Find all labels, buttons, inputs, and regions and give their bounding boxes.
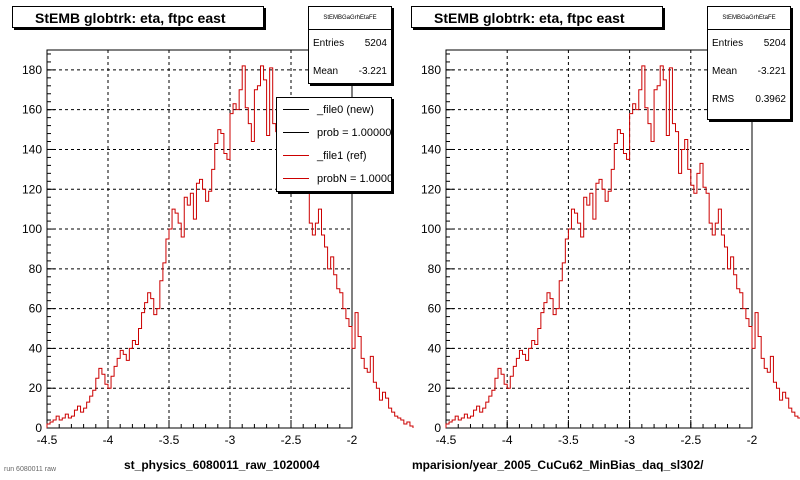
left-stats-row-entries: Entries 5204: [309, 30, 391, 58]
left-stats-box: StEMBGaGrhEtaFE Entries 5204 Mean -3.221: [308, 6, 392, 84]
legend-swatch-file1: [283, 155, 309, 156]
right-y-tick-label: 160: [421, 103, 441, 117]
left-x-tick-label: -4: [103, 433, 114, 447]
right-y-tick-label: 80: [428, 262, 442, 276]
canvas-footer: run 6080011 raw: [4, 466, 57, 473]
right-stats-rms-value: 0.3962: [755, 94, 786, 105]
right-stats-mean-value: -3.221: [757, 66, 786, 77]
legend-entry-probn: probN = 1.000000: [277, 167, 391, 190]
right-x-tick-label: -3: [624, 433, 635, 447]
legend-label-prob: prob = 1.000000: [317, 126, 392, 139]
legend-entry-file1: _file1 (ref): [277, 144, 391, 167]
right-stats-row-entries: Entries 5204: [708, 30, 790, 58]
left-stats-row-mean: Mean -3.221: [309, 58, 391, 86]
left-y-tick-label: 160: [22, 103, 42, 117]
right-stats-rms-label: RMS: [712, 94, 735, 105]
legend-label-file1: _file1 (ref): [317, 149, 367, 162]
right-stats-mean-label: Mean: [712, 66, 738, 77]
left-y-tick-label: 40: [29, 341, 43, 355]
right-y-tick-label: 100: [421, 222, 441, 236]
left-y-tick-label: 100: [22, 222, 42, 236]
right-y-tick-label: 140: [421, 142, 441, 156]
right-stats-name: StEMBGaGrhEtaFE: [708, 7, 790, 30]
right-y-tick-label: 60: [428, 302, 442, 316]
right-x-tick-label: -4.5: [436, 433, 457, 447]
left-legend: _file0 (new) prob = 1.000000 _file1 (ref…: [276, 97, 392, 192]
legend-entry-file0: _file0 (new): [277, 98, 391, 121]
left-plot-title-text: StEMB globtrk: eta, ftpc east: [35, 10, 226, 26]
left-y-tick-label: 140: [22, 142, 42, 156]
left-x-tick-label: -3.5: [159, 433, 180, 447]
left-x-tick-label: -2.5: [281, 433, 302, 447]
legend-swatch-file0: [283, 109, 309, 110]
left-x-tick-label: -4.5: [37, 433, 58, 447]
right-plot-frame: [445, 49, 753, 429]
left-y-tick-label: 20: [29, 381, 43, 395]
right-y-tick-label: 180: [421, 63, 441, 77]
right-y-tick-label: 120: [421, 182, 441, 196]
left-x-axis-title: st_physics_6080011_raw_1020004: [124, 458, 320, 472]
left-x-tick-label: -3: [225, 433, 236, 447]
left-y-tick-label: 80: [29, 262, 43, 276]
left-stats-entries-label: Entries: [313, 38, 345, 49]
left-y-tick-label: 60: [29, 302, 43, 316]
left-y-tick-label: 0: [35, 421, 42, 435]
left-stats-entries-value: 5204: [364, 38, 387, 49]
left-y-tick-label: 120: [22, 182, 42, 196]
right-x-axis-title: mparision/year_2005_CuCu62_MinBias_daq_s…: [412, 458, 704, 472]
left-x-tick-label: -2: [347, 433, 358, 447]
right-x-tick-label: -2: [747, 433, 758, 447]
legend-swatch-prob: [283, 132, 309, 133]
right-x-tick-label: -3.5: [558, 433, 579, 447]
right-y-tick-label: 40: [428, 341, 442, 355]
right-stats-box: StEMBGaGrhEtaFE Entries 5204 Mean -3.221…: [707, 6, 791, 120]
right-stats-entries-value: 5204: [763, 38, 786, 49]
right-histogram-series-line: [445, 65, 800, 428]
right-histogram-plot: -4.5 -4 -3.5 -3 -2.5 -2 0 20 40 60 80 100 120 140 160 1…: [421, 49, 800, 447]
left-plot-title: StEMB globtrk: eta, ftpc east: [12, 6, 264, 28]
right-stats-row-rms: RMS 0.3962: [708, 86, 790, 114]
right-y-tick-label: 20: [428, 381, 442, 395]
legend-label-file0: _file0 (new): [317, 103, 374, 116]
left-stats-mean-value: -3.221: [358, 66, 387, 77]
left-y-tick-label: 180: [22, 63, 42, 77]
left-histogram-series-line: [46, 65, 414, 428]
right-y-tick-label: 0: [434, 421, 441, 435]
left-stats-name: StEMBGaGrhEtaFE: [309, 7, 391, 30]
left-stats-mean-label: Mean: [313, 66, 339, 77]
right-stats-row-mean: Mean -3.221: [708, 58, 790, 86]
legend-label-probn: probN = 1.000000: [317, 172, 392, 185]
right-stats-entries-label: Entries: [712, 38, 744, 49]
legend-swatch-probn: [283, 178, 309, 179]
right-x-tick-label: -2.5: [680, 433, 701, 447]
right-x-tick-label: -4: [502, 433, 513, 447]
legend-entry-prob: prob = 1.000000: [277, 121, 391, 144]
right-plot-title-text: StEMB globtrk: eta, ftpc east: [434, 10, 625, 26]
right-plot-title: StEMB globtrk: eta, ftpc east: [411, 6, 663, 28]
